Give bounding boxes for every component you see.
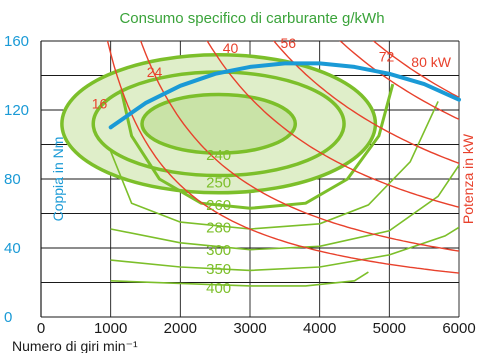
x-tick-6000: 6000 (442, 320, 475, 337)
power-label-24: 24 (147, 64, 163, 80)
y-tick-labels: 0 40 80 120 160 (4, 33, 29, 326)
power-label-16: 16 (92, 95, 108, 111)
contour-label-350: 350 (206, 261, 231, 278)
y-tick-80: 80 (4, 171, 21, 188)
power-line-80 (372, 41, 459, 99)
x-tick-labels: 0 1000 2000 3000 4000 5000 6000 (37, 320, 476, 337)
contour-label-250: 250 (206, 175, 231, 192)
power-line-24 (140, 41, 459, 252)
power-label-72: 72 (379, 49, 395, 65)
contour-260 (119, 83, 395, 210)
y-tick-120: 120 (4, 102, 29, 119)
full-load-curve (108, 61, 461, 130)
y-axis-label-left: Coppia in Nm (50, 137, 66, 222)
contour-label-400: 400 (206, 280, 231, 297)
contour-250 (60, 53, 378, 195)
power-label-80: 80 kW (411, 54, 451, 70)
power-label-40: 40 (223, 40, 239, 56)
contour-350 (110, 226, 459, 272)
power-line-40 (206, 41, 459, 208)
contour-inner (140, 92, 298, 155)
power-line-16 (106, 41, 459, 274)
contour-label-260: 260 (206, 197, 231, 214)
contour-280 (109, 101, 439, 230)
contour-label-280: 280 (206, 219, 231, 236)
curve-labels: 16 24 40 56 72 80 kW 240 250 260 280 300 350 400 (92, 35, 452, 297)
power-line-56 (272, 41, 459, 165)
contour-label-300: 300 (206, 242, 231, 259)
contour-400 (110, 271, 369, 287)
x-axis-label: Numero di giri min⁻¹ (12, 338, 138, 353)
contour-label-240: 240 (206, 147, 231, 164)
contour-300 (110, 164, 459, 251)
x-tick-2000: 2000 (164, 320, 197, 337)
chart-title: Consumo specifico di carburante g/kWh (119, 10, 384, 27)
power-label-56: 56 (281, 35, 297, 51)
y-axis-label-right: Potenza in kW (460, 133, 476, 224)
x-tick-4000: 4000 (303, 320, 336, 337)
full-load-line (108, 61, 461, 130)
y-tick-0: 0 (4, 309, 12, 326)
y-tick-40: 40 (4, 240, 21, 257)
x-tick-1000: 1000 (94, 320, 127, 337)
efficiency-contours (60, 53, 459, 287)
y-tick-160: 160 (4, 33, 29, 50)
x-tick-0: 0 (37, 320, 45, 337)
x-tick-3000: 3000 (233, 320, 266, 337)
x-tick-5000: 5000 (373, 320, 406, 337)
